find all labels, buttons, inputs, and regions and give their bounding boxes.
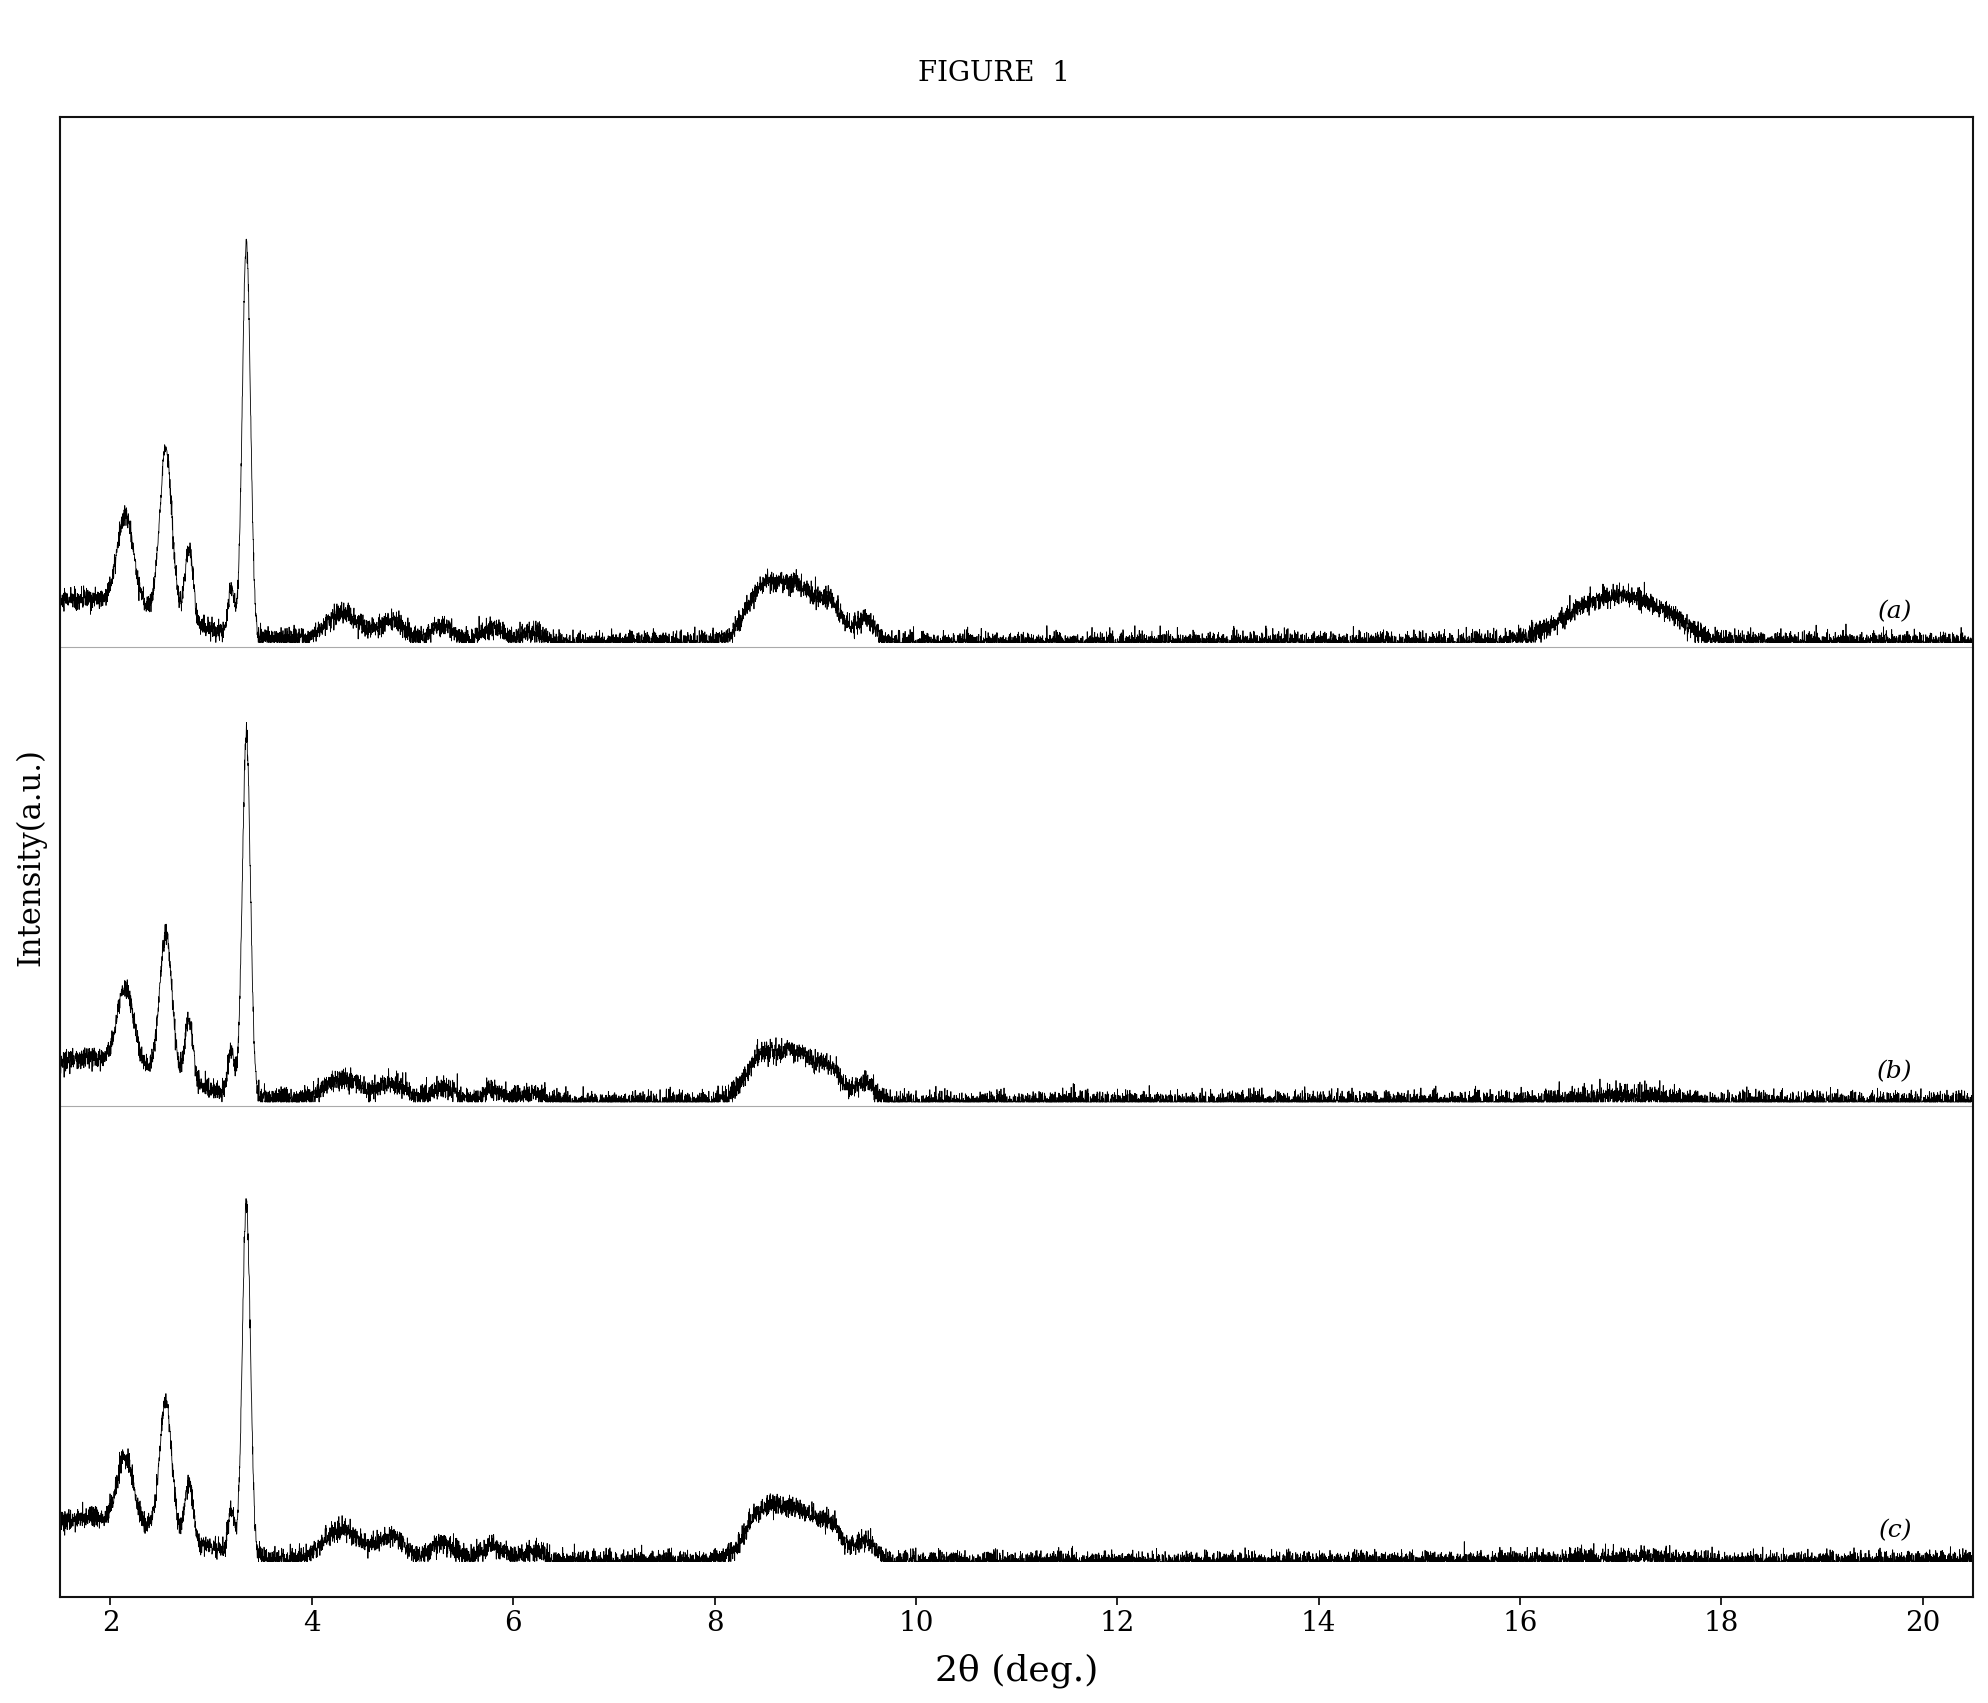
Y-axis label: Intensity(a.u.): Intensity(a.u.): [16, 748, 46, 966]
X-axis label: 2θ (deg.): 2θ (deg.): [934, 1654, 1097, 1688]
Text: FIGURE  1: FIGURE 1: [918, 60, 1070, 87]
Text: (c): (c): [1879, 1519, 1912, 1543]
Text: (a): (a): [1879, 599, 1912, 623]
Text: (b): (b): [1877, 1059, 1912, 1083]
